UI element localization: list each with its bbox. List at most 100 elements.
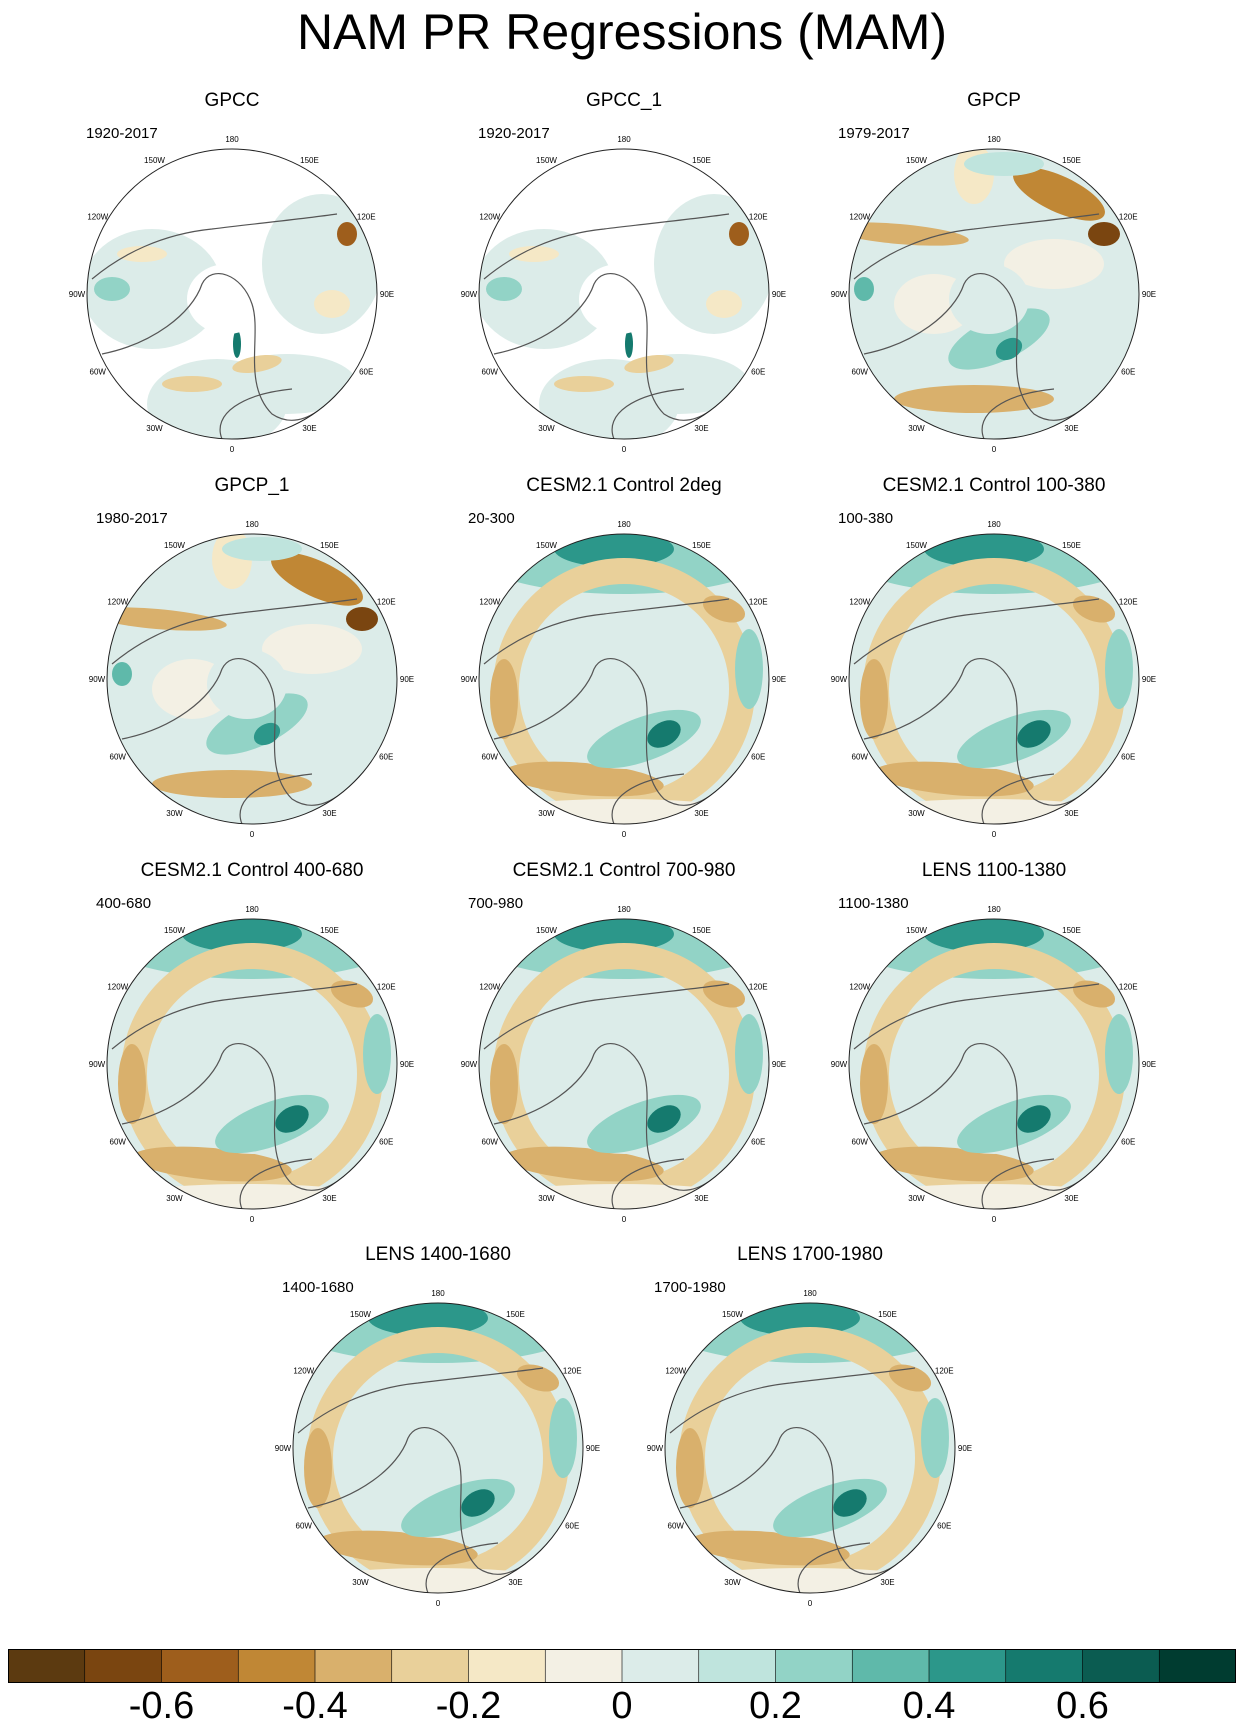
- coastline: [853, 598, 1100, 665]
- longitude-label: 60W: [296, 1522, 313, 1531]
- panel-title: CESM2.1 Control 2deg: [526, 475, 722, 496]
- colorbar-tick-label: 0.2: [749, 1685, 802, 1727]
- anomaly-region: [860, 659, 888, 739]
- coastline: [91, 213, 338, 280]
- anomaly-region: [207, 1034, 287, 1104]
- anomaly-region: [729, 222, 749, 246]
- coastline: [493, 1043, 755, 1191]
- coastline: [307, 1427, 569, 1575]
- longitude-label: 180: [431, 1289, 445, 1298]
- panel-period: 1700-1980: [654, 1279, 726, 1296]
- anomaly-region: [1088, 222, 1120, 246]
- longitude-label: 90W: [831, 675, 848, 684]
- anomaly-region: [486, 277, 522, 301]
- longitude-label: 60E: [1121, 1138, 1135, 1147]
- longitude-label: 60W: [482, 368, 499, 377]
- longitude-label: 60W: [852, 753, 869, 762]
- colorbar-tick-label: 0: [611, 1685, 633, 1727]
- anomaly-region: [206, 693, 308, 755]
- colorbar-bin: [1158, 1649, 1236, 1683]
- map-border: [478, 918, 770, 1210]
- coastline: [981, 388, 1055, 439]
- longitude-label: 150E: [692, 926, 711, 935]
- anomaly-region: [702, 595, 746, 623]
- anomaly-region: [132, 1146, 292, 1182]
- longitude-label: 90E: [1142, 1060, 1156, 1069]
- longitude-label: 0: [622, 445, 627, 452]
- panel-title: GPCP_1: [214, 475, 290, 496]
- coastline: [863, 658, 1125, 806]
- longitude-label: 30W: [146, 424, 163, 433]
- longitude-label: 60W: [482, 753, 499, 762]
- anomaly-region: [676, 1428, 704, 1508]
- longitude-label: 150E: [320, 926, 339, 935]
- longitude-label: 30W: [538, 424, 555, 433]
- longitude-label: 120W: [849, 213, 870, 222]
- anomaly-region: [262, 624, 362, 674]
- anomaly-region: [293, 1568, 583, 1593]
- longitude-label: 120E: [357, 213, 376, 222]
- anomaly-region: [490, 1044, 518, 1124]
- longitude-label: 180: [617, 135, 631, 144]
- longitude-label: 60E: [751, 1138, 765, 1147]
- longitude-label: 180: [803, 1289, 817, 1298]
- map-border: [106, 533, 398, 825]
- anomaly-region: [118, 1044, 146, 1124]
- anomaly-region: [702, 980, 746, 1008]
- anomaly-region: [735, 629, 763, 709]
- longitude-label: 150W: [536, 541, 557, 550]
- anomaly-region: [874, 1146, 1034, 1182]
- longitude-label: 150W: [722, 1310, 743, 1319]
- longitude-label: 30E: [1064, 1194, 1078, 1203]
- colorbar-bin: [468, 1649, 547, 1683]
- longitude-label: 120E: [563, 1367, 582, 1376]
- anomaly-region: [187, 264, 267, 334]
- anomaly-region: [579, 649, 659, 719]
- longitude-label: 90W: [89, 675, 106, 684]
- anomaly-region: [1072, 595, 1116, 623]
- colorbar-bin: [314, 1649, 393, 1683]
- panel-period: 400-680: [96, 895, 152, 912]
- anomaly-region: [949, 1034, 1029, 1104]
- map-panel: LENS 1700-1980 1700-1980 180 150E 120E 90E 6…: [640, 1244, 980, 1606]
- anomaly-region: [888, 1364, 932, 1392]
- panel-period: 100-380: [838, 510, 894, 527]
- anomaly-region: [579, 1034, 659, 1104]
- longitude-label: 180: [987, 520, 1001, 529]
- anomaly-region: [833, 1489, 867, 1517]
- anomaly-region: [275, 1105, 309, 1133]
- longitude-label: 30E: [694, 1194, 708, 1203]
- coastline: [483, 213, 730, 280]
- longitude-label: 180: [617, 520, 631, 529]
- longitude-label: 120W: [107, 983, 128, 992]
- coastline: [797, 1542, 871, 1593]
- longitude-label: 60W: [852, 1138, 869, 1147]
- longitude-label: 0: [622, 1215, 627, 1222]
- longitude-label: 120E: [1119, 983, 1138, 992]
- anomaly-region: [647, 720, 681, 748]
- longitude-label: 120W: [479, 598, 500, 607]
- anomaly-region: [554, 376, 614, 392]
- panel-title: LENS 1700-1980: [737, 1244, 883, 1265]
- longitude-label: 180: [245, 905, 259, 914]
- anomaly-region: [232, 355, 282, 373]
- longitude-label: 30W: [908, 1194, 925, 1203]
- longitude-label: 30W: [352, 1578, 369, 1587]
- anomaly-region: [393, 1418, 473, 1488]
- coastline: [297, 1367, 544, 1434]
- longitude-label: 30E: [1064, 809, 1078, 818]
- anomaly-region: [107, 1184, 397, 1209]
- map-panel: GPCP_1 1980-2017 180 150E 120E 90E 60E 30E 0 30…: [82, 475, 422, 837]
- polar-map: 180 150E 120E 90E 60E 30E 0 30W 60W 90W 120W 150W: [89, 520, 414, 837]
- longitude-label: 0: [250, 830, 255, 837]
- colorbar-tick-label: 0.6: [1056, 1685, 1109, 1727]
- anomaly-region: [665, 1568, 955, 1593]
- anomaly-region: [516, 1364, 560, 1392]
- longitude-label: 30E: [508, 1578, 522, 1587]
- longitude-label: 60E: [751, 753, 765, 762]
- longitude-label: 150E: [506, 1310, 525, 1319]
- longitude-label: 90W: [461, 1060, 478, 1069]
- map-border: [86, 148, 378, 440]
- panel-period: 1980-2017: [96, 510, 168, 527]
- longitude-label: 60W: [668, 1522, 685, 1531]
